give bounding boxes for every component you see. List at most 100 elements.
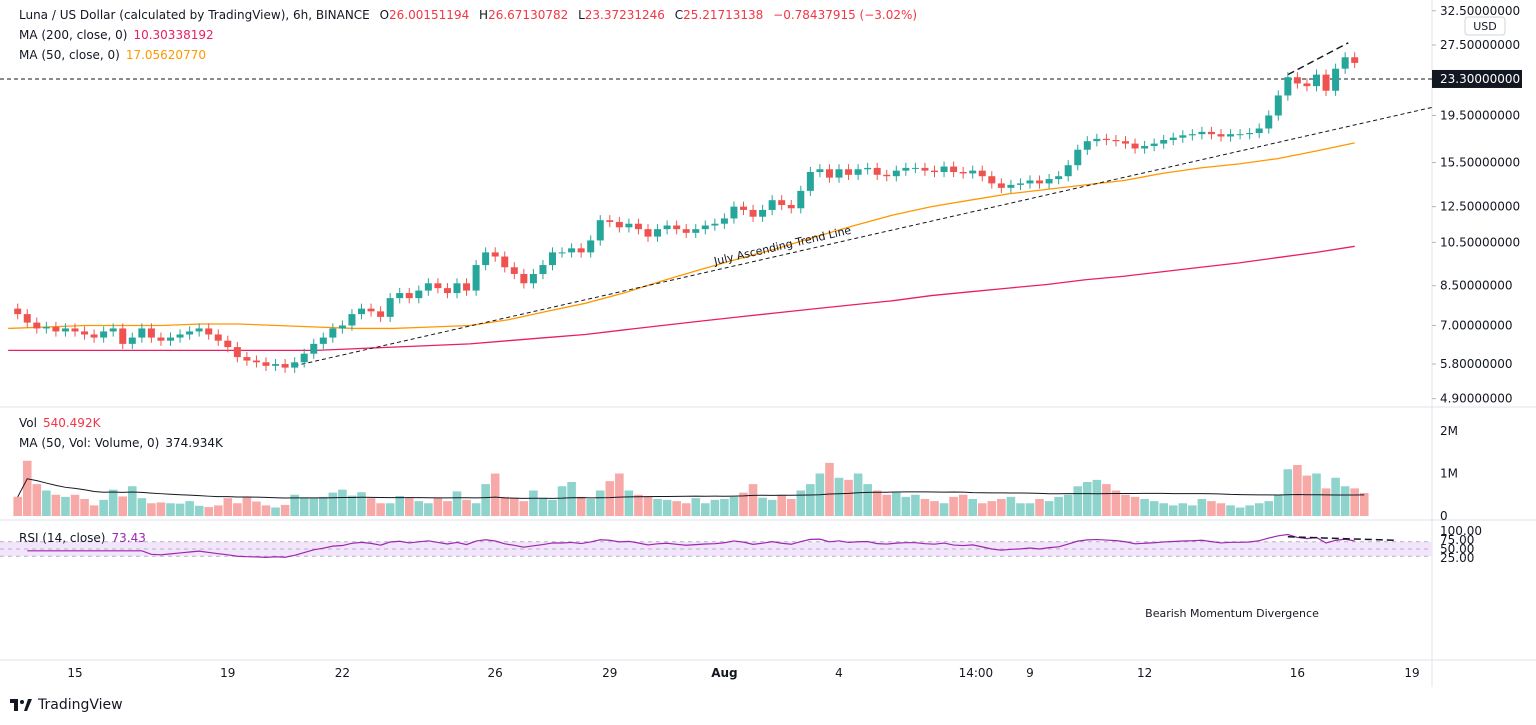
candle-body <box>300 353 308 363</box>
candle-body <box>214 334 222 341</box>
candle-body <box>1246 133 1254 135</box>
candle-body <box>1016 183 1024 185</box>
volume-bar <box>80 499 89 516</box>
candle-body <box>329 328 337 338</box>
candle-body <box>997 183 1005 188</box>
volume-bar <box>271 507 280 516</box>
volume-bar <box>949 496 958 516</box>
candle-body <box>558 252 566 254</box>
volume-bar <box>32 484 42 516</box>
rsi-legend[interactable]: RSI (14, close) 73.43 <box>19 531 146 545</box>
candle-body <box>1112 140 1120 142</box>
volume-bar <box>261 505 271 516</box>
candle-body <box>1341 57 1349 69</box>
candle-body <box>816 169 824 173</box>
candle-body <box>911 167 919 169</box>
rsi-tick-label: 25.00 <box>1440 551 1474 565</box>
candle-body <box>644 229 652 237</box>
volume-legend[interactable]: Vol 540.492K <box>19 416 101 430</box>
candle-body <box>988 176 996 184</box>
volume-bar <box>911 494 920 516</box>
open-value: 26.00151194 <box>389 8 470 22</box>
candle-body <box>883 174 891 177</box>
candle-body <box>692 229 700 233</box>
candle-body <box>1083 141 1091 150</box>
volume-bar <box>786 499 796 516</box>
rsi-tick-label: 50.00 <box>1440 542 1474 556</box>
volume-bar <box>1235 507 1245 516</box>
candle-body <box>1274 95 1282 116</box>
volume-bar <box>242 496 252 516</box>
candle-body <box>1036 180 1044 184</box>
currency-label: USD <box>1473 20 1497 33</box>
candle-body <box>1236 134 1244 136</box>
candle-body <box>720 218 728 224</box>
candle-body <box>1198 131 1206 135</box>
volume-bar <box>901 496 911 516</box>
volume-bar <box>328 492 338 516</box>
candle-body <box>1122 141 1129 144</box>
candle-body <box>682 229 690 233</box>
candle-body <box>482 252 490 266</box>
candle-body <box>1227 134 1235 137</box>
volume-bar <box>1140 499 1149 516</box>
time-tick-label: 26 <box>488 666 503 680</box>
ma200-legend[interactable]: MA (200, close, 0) 10.30338192 <box>19 28 214 42</box>
time-tick-label: 19 <box>220 666 235 680</box>
volume-bar <box>13 496 22 516</box>
candle-body <box>1026 180 1034 184</box>
rsi-tick-label: 75.00 <box>1440 533 1474 547</box>
candle-body <box>1351 57 1359 63</box>
volume-bar <box>1264 501 1274 516</box>
candle-body <box>338 325 346 329</box>
candle-body <box>243 357 251 361</box>
candle-body <box>940 166 948 173</box>
volume-bar <box>1226 505 1235 516</box>
volume-bar <box>1168 505 1178 516</box>
volume-bar <box>61 496 70 516</box>
candle-body <box>1160 140 1168 144</box>
candle-body <box>1332 68 1340 91</box>
trend-line-label: July Ascending Trend Line <box>712 224 853 269</box>
volume-bar <box>252 501 261 516</box>
time-tick-label: 4 <box>835 666 843 680</box>
volume-bar <box>1274 494 1283 516</box>
change-value: −0.78437915 (−3.02%) <box>773 8 918 22</box>
candle-body <box>854 169 862 175</box>
volume-bar <box>1111 490 1121 516</box>
candle-body <box>1007 184 1015 188</box>
high-value: 26.67130782 <box>488 8 569 22</box>
candle-body <box>252 360 260 363</box>
volume-bar <box>42 490 51 516</box>
volume-bar <box>1159 503 1168 516</box>
volume-bar <box>586 499 595 516</box>
price-tick-label: 32.50000000 <box>1440 4 1520 18</box>
ma50-legend[interactable]: MA (50, close, 0) 17.05620770 <box>19 48 206 62</box>
volume-bar <box>615 473 624 516</box>
price-tick-label: 19.50000000 <box>1440 108 1520 122</box>
candle-body <box>377 311 385 317</box>
candle-body <box>931 170 938 173</box>
volume-bar <box>882 494 892 516</box>
candle-body <box>654 229 662 237</box>
volume-bar <box>1035 499 1044 516</box>
candle-body <box>1293 77 1301 84</box>
volume-bar <box>1063 494 1073 516</box>
candle-body <box>186 331 194 335</box>
price-tick-label: 12.50000000 <box>1440 200 1520 214</box>
volume-bar <box>1245 505 1254 516</box>
volume-bar <box>1073 486 1083 516</box>
candle-body <box>443 288 451 294</box>
volume-ma-legend[interactable]: MA (50, Vol: Volume, 0) 374.934K <box>19 436 223 450</box>
low-value: 23.37231246 <box>584 8 665 22</box>
volume-bar <box>662 499 672 516</box>
candle-body <box>119 328 127 344</box>
volume-bar <box>1340 486 1350 516</box>
tradingview-logo[interactable]: TradingView <box>10 697 123 713</box>
price-tick-label: 10.50000000 <box>1440 235 1520 249</box>
candle-body <box>33 322 41 329</box>
volume-bar <box>758 497 767 516</box>
price-tick-label: 8.50000000 <box>1440 279 1513 293</box>
volume-bar <box>519 501 529 516</box>
